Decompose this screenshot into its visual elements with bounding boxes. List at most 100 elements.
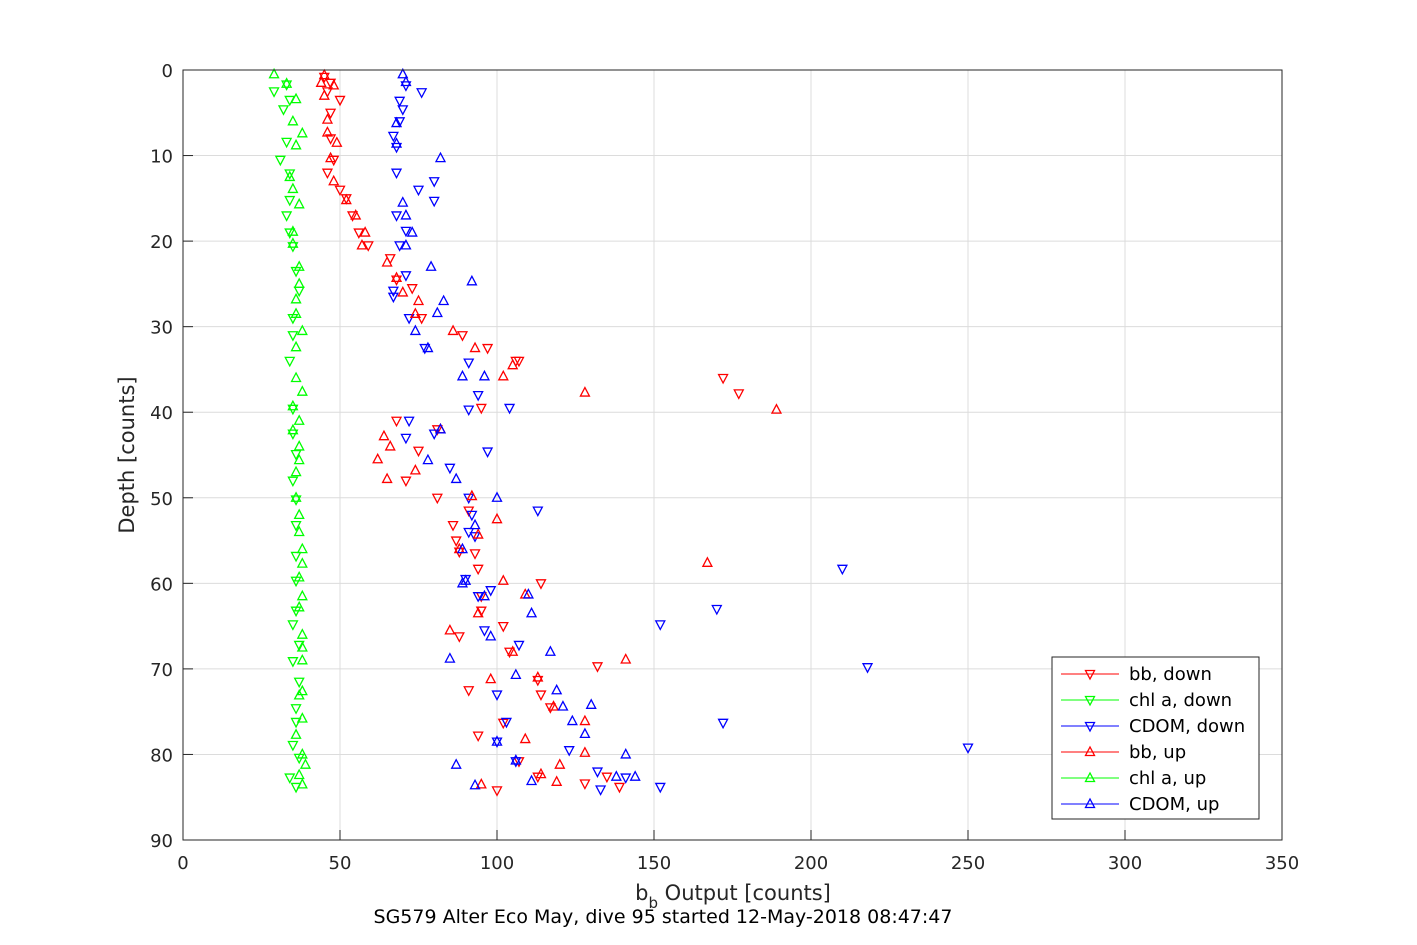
point-cdom-down bbox=[463, 405, 475, 417]
point-cdom-down bbox=[962, 743, 974, 754]
point-chl-a-up bbox=[293, 768, 305, 780]
chart-caption: SG579 Alter Eco May, dive 95 started 12-… bbox=[374, 906, 953, 928]
point-bb-down bbox=[535, 579, 547, 590]
point-bb-down bbox=[472, 564, 484, 576]
point-cdom-down bbox=[491, 737, 503, 749]
x-tick-label: 300 bbox=[1108, 853, 1142, 874]
legend-marker-chl-a-down bbox=[1084, 695, 1096, 707]
point-cdom-up bbox=[469, 518, 481, 530]
point-cdom-down bbox=[400, 226, 412, 238]
point-cdom-up bbox=[469, 778, 481, 790]
point-cdom-up bbox=[525, 774, 538, 786]
legend: bb, down chl a, down CDOM, down bb, up chl a… bbox=[1051, 656, 1260, 820]
x-tick-label: 100 bbox=[480, 853, 514, 874]
legend-marker-bb-down bbox=[1084, 669, 1096, 681]
point-bb-up bbox=[491, 512, 503, 524]
point-bb-up bbox=[318, 68, 330, 80]
point-cdom-up bbox=[397, 196, 409, 207]
point-chl-a-down bbox=[287, 620, 299, 631]
point-chl-a-up bbox=[293, 570, 305, 582]
point-cdom-down bbox=[394, 96, 406, 108]
point-bb-up bbox=[331, 136, 343, 147]
point-chl-a-up bbox=[293, 689, 305, 700]
point-cdom-up bbox=[422, 341, 434, 353]
point-bb-up bbox=[397, 286, 409, 297]
point-bb-down bbox=[453, 632, 465, 643]
x-tick-label: 150 bbox=[637, 853, 671, 874]
point-bb-up bbox=[390, 271, 403, 283]
point-bb-down bbox=[717, 373, 729, 385]
point-chl-a-up bbox=[296, 777, 308, 789]
point-chl-a-up bbox=[287, 114, 299, 126]
point-cdom-down bbox=[394, 241, 406, 252]
point-cdom-up bbox=[400, 75, 412, 87]
point-bb-down bbox=[463, 686, 475, 697]
point-bb-up bbox=[325, 151, 337, 163]
legend-marker-bb-up bbox=[1084, 745, 1096, 757]
y-tick-label: 50 bbox=[150, 489, 173, 510]
point-chl-a-up bbox=[293, 260, 305, 271]
point-chl-a-up bbox=[296, 641, 308, 652]
point-cdom-up bbox=[544, 645, 556, 656]
point-chl-a-up bbox=[287, 182, 299, 194]
point-cdom-up bbox=[579, 727, 591, 739]
point-cdom-up bbox=[585, 698, 597, 709]
point-chl-a-down bbox=[284, 169, 296, 180]
point-cdom-up bbox=[456, 542, 469, 554]
point-cdom-down bbox=[620, 773, 632, 784]
point-cdom-up bbox=[478, 589, 491, 601]
point-bb-up bbox=[497, 574, 509, 585]
point-chl-a-up bbox=[290, 371, 302, 383]
point-chl-a-up bbox=[296, 557, 308, 568]
point-cdom-down bbox=[532, 506, 544, 518]
point-bb-down bbox=[456, 331, 469, 342]
point-bb-down bbox=[334, 95, 346, 107]
point-cdom-up bbox=[422, 453, 434, 465]
point-cdom-down bbox=[394, 117, 406, 128]
point-chl-a-up bbox=[287, 399, 299, 411]
point-cdom-up bbox=[566, 714, 578, 726]
x-axis-title-subscript: b bbox=[648, 894, 658, 912]
point-chl-a-up bbox=[296, 324, 308, 336]
point-chl-a-up bbox=[268, 67, 280, 79]
point-cdom-down bbox=[428, 177, 440, 188]
point-bb-down bbox=[503, 647, 516, 659]
point-cdom-down bbox=[428, 429, 440, 441]
point-cdom-down bbox=[654, 782, 666, 794]
y-tick-label: 20 bbox=[150, 232, 173, 253]
point-cdom-down bbox=[390, 142, 403, 154]
point-chl-a-up bbox=[296, 385, 308, 396]
point-cdom-down bbox=[472, 592, 484, 603]
point-chl-a-down bbox=[277, 105, 290, 116]
point-cdom-down bbox=[466, 510, 478, 522]
point-chl-a-down bbox=[281, 211, 293, 222]
point-chl-a-up bbox=[290, 307, 302, 318]
point-chl-a-down bbox=[287, 476, 299, 488]
point-bb-down bbox=[325, 108, 337, 120]
point-chl-a-up bbox=[293, 197, 305, 209]
point-cdom-down bbox=[387, 286, 399, 298]
point-chl-a-up bbox=[287, 237, 299, 248]
point-bb-up bbox=[321, 126, 334, 137]
point-bb-down bbox=[469, 549, 481, 560]
legend-box bbox=[1051, 656, 1260, 820]
point-bb-down bbox=[346, 211, 359, 222]
point-bb-up bbox=[579, 714, 591, 726]
point-cdom-up bbox=[620, 748, 632, 759]
data-points bbox=[268, 67, 974, 797]
point-cdom-up bbox=[491, 735, 503, 746]
point-bb-up bbox=[551, 775, 563, 786]
point-bb-down bbox=[412, 446, 425, 458]
point-cdom-down bbox=[478, 626, 491, 637]
point-cdom-down bbox=[711, 604, 723, 616]
point-cdom-down bbox=[397, 105, 409, 116]
point-cdom-down bbox=[491, 690, 503, 701]
point-cdom-down bbox=[400, 433, 412, 445]
point-bb-down bbox=[591, 662, 604, 673]
x-axis-title-main: b bbox=[635, 881, 648, 905]
y-tick-label: 0 bbox=[162, 61, 173, 82]
point-bb-up bbox=[701, 556, 713, 567]
point-bb-up bbox=[497, 369, 509, 381]
legend-label-chl-a-up: chl a, up bbox=[1129, 768, 1206, 789]
